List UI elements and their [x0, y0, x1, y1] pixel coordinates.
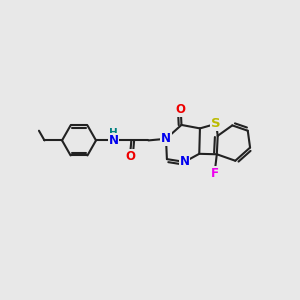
- Text: O: O: [176, 103, 186, 116]
- Text: O: O: [125, 150, 135, 163]
- Text: N: N: [161, 132, 171, 145]
- Text: N: N: [179, 155, 190, 168]
- Text: S: S: [211, 117, 221, 130]
- Text: F: F: [211, 167, 218, 180]
- Text: N: N: [109, 134, 119, 147]
- Text: H: H: [110, 128, 118, 138]
